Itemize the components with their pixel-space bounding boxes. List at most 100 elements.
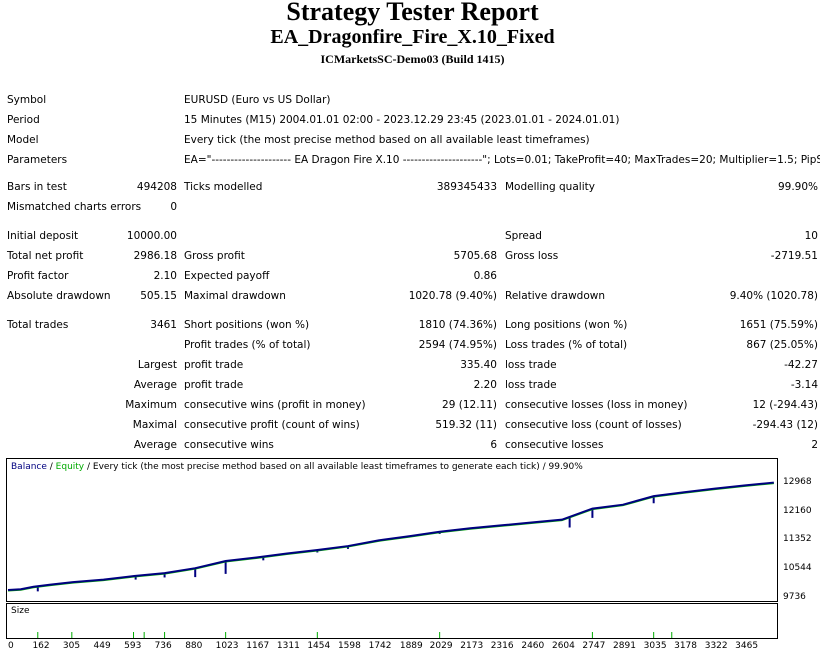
average-loss-value: -3.14 xyxy=(790,379,818,391)
size-label: Size xyxy=(11,606,30,616)
deposit-value: 10000.00 xyxy=(126,230,177,242)
avg-losses-label: consecutive losses xyxy=(505,439,604,451)
x-tick-label-24: 3465 xyxy=(735,641,759,651)
legend-balance: Balance xyxy=(11,462,47,472)
size-chart-plot xyxy=(37,632,673,638)
x-tick-label-12: 1742 xyxy=(368,641,392,651)
total-trades-value: 3461 xyxy=(150,319,177,331)
net-profit-value: 2986.18 xyxy=(133,250,177,262)
bars-value: 494208 xyxy=(136,181,177,193)
profit-factor-label: Profit factor xyxy=(7,270,69,282)
average-profit-value: 2.20 xyxy=(473,379,497,391)
max-drawdown-value: 1020.78 (9.40%) xyxy=(408,290,497,302)
maximal-profit-value: 519.32 (11) xyxy=(435,419,497,431)
spread-label: Spread xyxy=(505,230,542,242)
max-wins-value: 29 (12.11) xyxy=(442,399,497,411)
balance-chart: Balance / Equity / Every tick (the most … xyxy=(6,458,778,602)
max-wins-label: consecutive wins (profit in money) xyxy=(184,399,366,411)
largest-loss-label: loss trade xyxy=(505,359,557,371)
y-tick-label-3: 10544 xyxy=(783,563,812,574)
x-tick-label-10: 1454 xyxy=(307,641,331,651)
gross-profit-value: 5705.68 xyxy=(453,250,497,262)
x-tick-label-13: 1889 xyxy=(399,641,423,651)
x-tick-label-8: 1167 xyxy=(246,641,270,651)
legend-sep: / xyxy=(46,462,56,472)
average-label: Average xyxy=(133,379,177,391)
period-value: 15 Minutes (M15) 2004.01.01 02:00 - 2023… xyxy=(184,114,620,126)
maximal-loss-label: consecutive loss (count of losses) xyxy=(505,419,682,431)
ea-name: EA_Dragonfire_Fire_X.10_Fixed xyxy=(270,26,555,48)
parameters-label: Parameters xyxy=(7,154,68,166)
ticks-value: 389345433 xyxy=(436,181,497,193)
maximum-label: Maximum xyxy=(125,399,177,411)
x-tick-label-4: 593 xyxy=(124,641,142,651)
ticks-label: Ticks modelled xyxy=(184,181,263,193)
x-tick-label-6: 880 xyxy=(185,641,203,651)
y-tick-label-2: 11352 xyxy=(783,534,812,545)
report-title: Strategy Tester Report xyxy=(286,0,539,26)
largest-loss-value: -42.27 xyxy=(784,359,818,371)
maximal-loss-value: -294.43 (12) xyxy=(752,419,818,431)
balance-line xyxy=(7,481,774,591)
x-tick-label-1: 162 xyxy=(32,641,50,651)
spread-value: 10 xyxy=(804,230,818,242)
loss-trades-value: 867 (25.05%) xyxy=(746,339,818,351)
average-consecutive-label: Average xyxy=(133,439,177,451)
expected-payoff-label: Expected payoff xyxy=(184,270,270,282)
max-losses-value: 12 (-294.43) xyxy=(752,399,818,411)
avg-losses-value: 2 xyxy=(811,439,818,451)
y-tick-label-0: 12968 xyxy=(783,476,812,487)
equity-line xyxy=(7,483,774,592)
x-tick-label-7: 1023 xyxy=(215,641,239,651)
quality-label: Modelling quality xyxy=(505,181,595,193)
x-tick-label-0: 0 xyxy=(8,641,14,651)
mismatch-label: Mismatched charts errors xyxy=(7,201,142,213)
legend-rest: / Every tick (the most precise method ba… xyxy=(84,462,583,472)
rel-drawdown-value: 9.40% (1020.78) xyxy=(729,290,818,302)
profit-trades-label: Profit trades (% of total) xyxy=(184,339,311,351)
x-tick-label-14: 2029 xyxy=(429,641,453,651)
avg-wins-value: 6 xyxy=(490,439,497,451)
max-losses-label: consecutive losses (loss in money) xyxy=(505,399,688,411)
gross-loss-value: -2719.51 xyxy=(770,250,818,262)
net-profit-label: Total net profit xyxy=(7,250,84,262)
total-trades-label: Total trades xyxy=(7,319,69,331)
average-profit-label: profit trade xyxy=(184,379,244,391)
parameters-value: EA="--------------------- EA Dragon Fire… xyxy=(184,154,820,166)
profit-trades-value: 2594 (74.95%) xyxy=(418,339,497,351)
quality-value: 99.90% xyxy=(777,181,818,193)
x-tick-label-21: 3035 xyxy=(643,641,667,651)
expected-payoff-value: 0.86 xyxy=(473,270,497,282)
deposit-label: Initial deposit xyxy=(7,230,79,242)
y-tick-label-1: 12160 xyxy=(783,505,812,516)
server-name: ICMarketsSC-Demo03 (Build 1415) xyxy=(320,52,505,66)
x-tick-label-3: 449 xyxy=(93,641,111,651)
max-drawdown-label: Maximal drawdown xyxy=(184,290,286,302)
rel-drawdown-label: Relative drawdown xyxy=(505,290,606,302)
short-positions-value: 1810 (74.36%) xyxy=(418,319,497,331)
x-tick-label-11: 1598 xyxy=(337,641,361,651)
model-label: Model xyxy=(7,134,39,146)
x-tick-label-9: 1311 xyxy=(276,641,300,651)
mismatch-value: 0 xyxy=(170,201,177,213)
average-loss-label: loss trade xyxy=(505,379,557,391)
x-tick-label-19: 2747 xyxy=(582,641,606,651)
symbol-label: Symbol xyxy=(7,94,47,106)
x-tick-label-15: 2173 xyxy=(460,641,484,651)
abs-drawdown-value: 505.15 xyxy=(140,290,177,302)
y-tick-label-4: 9736 xyxy=(783,592,806,602)
bars-label: Bars in test xyxy=(7,181,67,193)
profit-factor-value: 2.10 xyxy=(153,270,177,282)
model-value: Every tick (the most precise method base… xyxy=(184,134,590,146)
loss-trades-label: Loss trades (% of total) xyxy=(505,339,628,351)
x-tick-label-17: 2460 xyxy=(521,641,545,651)
x-tick-label-16: 2316 xyxy=(490,641,514,651)
balance-chart-plot xyxy=(7,481,774,592)
x-tick-label-22: 3178 xyxy=(674,641,697,651)
gross-loss-label: Gross loss xyxy=(505,250,559,262)
x-tick-label-18: 2604 xyxy=(551,641,575,651)
period-label: Period xyxy=(7,114,40,126)
maximal-profit-label: consecutive profit (count of wins) xyxy=(184,419,360,431)
abs-drawdown-label: Absolute drawdown xyxy=(7,290,111,302)
long-positions-value: 1651 (75.59%) xyxy=(739,319,818,331)
